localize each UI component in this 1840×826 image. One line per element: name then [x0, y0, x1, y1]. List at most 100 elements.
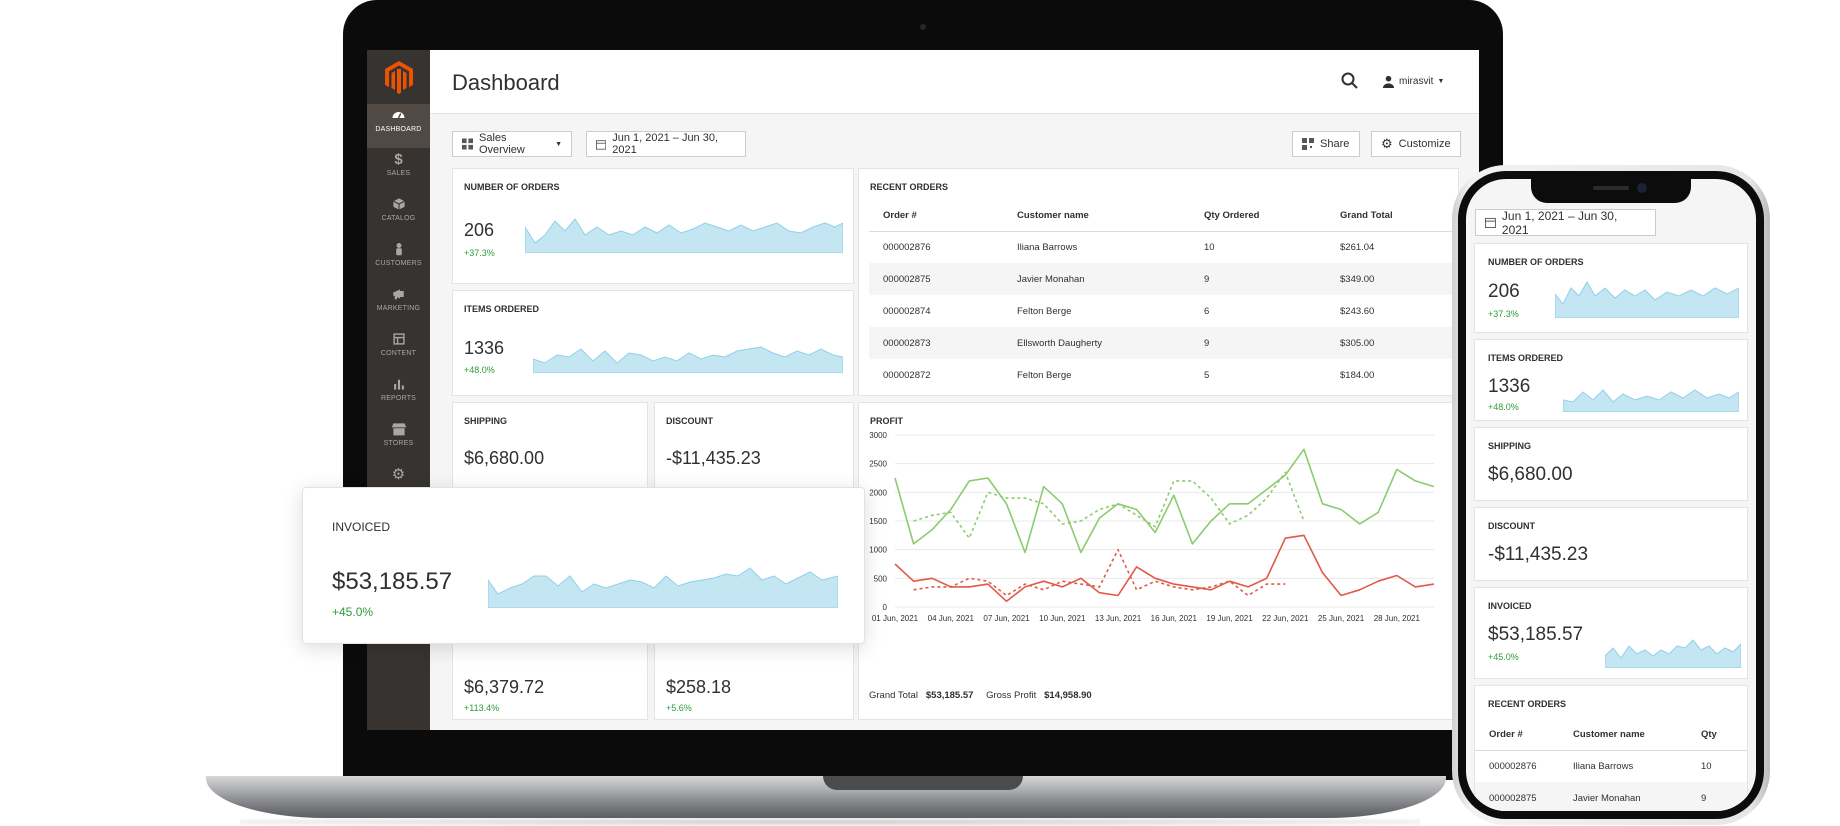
y-tick-label: 1500 — [869, 517, 887, 526]
sidebar-item-stores[interactable]: STORES — [367, 418, 430, 462]
orders-widget[interactable]: NUMBER OF ORDERS 206 +37.3% — [452, 168, 854, 284]
x-tick-label: 01 Jun, 2021 — [872, 614, 919, 623]
chevron-down-icon: ▼ — [1437, 77, 1445, 85]
sidebar-item-customers[interactable]: CUSTOMERS — [367, 238, 430, 282]
y-tick-label: 2500 — [869, 460, 887, 469]
refunded-value: $258.18 — [666, 677, 732, 697]
phone-invoiced-widget[interactable]: INVOICED $53,185.57 +45.0% — [1474, 587, 1748, 679]
orders-sparkline — [525, 218, 843, 253]
column-header[interactable]: Order # — [1475, 720, 1559, 751]
widget-title: RECENT ORDERS — [1488, 699, 1567, 709]
phone-recent-orders-widget[interactable]: RECENT ORDERS Order # Customer name Qty … — [1474, 685, 1748, 811]
order-id: 000002872 — [869, 359, 1003, 391]
discount-value: -$11,435.23 — [1488, 544, 1589, 565]
grid-icon — [462, 138, 473, 150]
laptop-notch — [823, 776, 1023, 790]
phone-speaker — [1593, 186, 1629, 190]
sidebar-item-catalog[interactable]: CATALOG — [367, 193, 430, 237]
sidebar-item-sales[interactable]: $ SALES — [367, 148, 430, 192]
dollar-icon: $ — [394, 151, 403, 168]
profit-summary: Grand Total $53,185.57 Gross Profit $14,… — [869, 690, 1102, 701]
sidebar-item-label: REPORTS — [380, 395, 417, 402]
column-header[interactable]: Qty Ordered — [1190, 201, 1326, 232]
sidebar-item-reports[interactable]: REPORTS — [367, 373, 430, 417]
sidebar-item-system[interactable]: ⚙ — [367, 463, 430, 507]
table-row[interactable]: 000002876 Iliana Barrows 10 $261.04 — [869, 231, 1454, 263]
board-select[interactable]: Sales Overview ▼ — [452, 131, 572, 157]
megaphone-icon — [393, 289, 404, 300]
items-widget[interactable]: ITEMS ORDERED 1336 +48.0% — [452, 290, 854, 396]
date-range-label: Jun 1, 2021 – Jun 30, 2021 — [612, 132, 719, 156]
invoiced-delta: +45.0% — [332, 605, 374, 619]
profit-widget[interactable]: PROFIT 0 500 1000 1500 2000 2500 3000 01 Jun, 2… — [858, 402, 1459, 720]
date-range-picker[interactable]: Jun 1, 2021 – Jun 30, 2021 — [586, 131, 746, 157]
phone-orders-widget[interactable]: NUMBER OF ORDERS 206 +37.3% — [1474, 243, 1748, 333]
sidebar-item-label: CUSTOMERS — [375, 260, 422, 267]
column-header[interactable]: Customer name — [1003, 201, 1190, 232]
recent-orders-table: Order # Customer name Qty Ordered Grand … — [869, 201, 1454, 391]
user-menu[interactable]: mirasvit ▼ — [1382, 71, 1444, 91]
invoiced-value: $53,185.57 — [332, 568, 453, 595]
table-row[interactable]: 000002872 Felton Berge 5 $184.00 — [869, 359, 1454, 391]
invoiced-widget-floating[interactable]: INVOICED $53,185.57 +45.0% — [302, 487, 865, 644]
column-header[interactable]: Qty — [1687, 720, 1747, 751]
widget-title: DISCOUNT — [1488, 521, 1535, 531]
phone-shipping-widget[interactable]: SHIPPING $6,680.00 — [1474, 427, 1748, 501]
calendar-icon — [596, 139, 607, 150]
layout-icon — [392, 333, 405, 345]
search-icon[interactable] — [1340, 71, 1360, 91]
widget-title: RECENT ORDERS — [870, 182, 949, 192]
widget-title: INVOICED — [332, 520, 391, 534]
customize-label: Customize — [1398, 138, 1451, 150]
order-id: 000002875 — [1475, 782, 1559, 811]
qr-icon — [1302, 138, 1314, 150]
sidebar-item-content[interactable]: CONTENT — [367, 328, 430, 372]
discount-value: -$11,435.23 — [666, 448, 761, 468]
bar-chart-icon — [393, 379, 404, 390]
customer-name: Iliana Barrows — [1559, 750, 1687, 782]
gear-icon: ⚙ — [1381, 136, 1393, 151]
widget-title: ITEMS ORDERED — [1488, 353, 1564, 363]
x-tick-label: 07 Jun, 2021 — [983, 614, 1030, 623]
x-tick-label: 19 Jun, 2021 — [1206, 614, 1253, 623]
sidebar-item-marketing[interactable]: MARKETING — [367, 283, 430, 327]
invoiced-delta: +45.0% — [1488, 652, 1519, 662]
table-header-row: Order # Customer name Qty — [1475, 720, 1747, 751]
order-id: 000002874 — [869, 295, 1003, 327]
board-select-label: Sales Overview — [479, 132, 525, 156]
sidebar-item-dashboard[interactable]: DASHBOARD — [367, 104, 430, 148]
customize-button[interactable]: ⚙ Customize — [1371, 131, 1461, 157]
table-row[interactable]: 000002873 Ellsworth Daugherty 9 $305.00 — [869, 327, 1454, 359]
qty-ordered: 10 — [1190, 231, 1326, 263]
recent-orders-widget[interactable]: RECENT ORDERS Order # Customer name Qty … — [858, 168, 1459, 396]
table-row[interactable]: 000002874 Felton Berge 6 $243.60 — [869, 295, 1454, 327]
column-header[interactable]: Grand Total — [1326, 201, 1454, 232]
column-header[interactable]: Order # — [869, 201, 1003, 232]
chevron-down-icon: ▼ — [555, 140, 562, 148]
table-row[interactable]: 000002876 Iliana Barrows 10 — [1475, 750, 1747, 782]
phone-items-sparkline — [1563, 389, 1739, 412]
customer-name: Javier Monahan — [1559, 782, 1687, 811]
table-row[interactable]: 000002875 Javier Monahan 9 $349.00 — [869, 263, 1454, 295]
customer-name: Felton Berge — [1003, 359, 1190, 391]
laptop-shadow — [240, 818, 1420, 826]
page-header: Dashboard mirasvit ▼ — [430, 50, 1479, 114]
magento-logo-icon[interactable] — [384, 60, 414, 94]
table-row[interactable]: 000002875 Javier Monahan 9 — [1475, 782, 1747, 811]
phone-discount-widget[interactable]: DISCOUNT -$11,435.23 — [1474, 507, 1748, 581]
phone-date-range-picker[interactable]: Jun 1, 2021 – Jun 30, 2021 — [1475, 209, 1656, 237]
widget-title: INVOICED — [1488, 601, 1532, 611]
series-line-2 — [894, 534, 1435, 603]
column-header[interactable]: Customer name — [1559, 720, 1687, 751]
sidebar-item-label: MARKETING — [376, 305, 421, 312]
customer-name: Ellsworth Daugherty — [1003, 327, 1190, 359]
share-button[interactable]: Share — [1292, 131, 1360, 157]
phone-items-widget[interactable]: ITEMS ORDERED 1336 +48.0% — [1474, 339, 1748, 421]
grand-total: $349.00 — [1326, 263, 1454, 295]
main-content: Dashboard mirasvit ▼ Sales Overview ▼ Ju… — [430, 50, 1479, 730]
invoiced-sparkline — [488, 567, 838, 608]
refunded-delta: +5.6% — [666, 703, 692, 713]
orders-value: 206 — [464, 220, 495, 240]
widget-title: NUMBER OF ORDERS — [464, 182, 560, 192]
username: mirasvit — [1399, 75, 1434, 87]
